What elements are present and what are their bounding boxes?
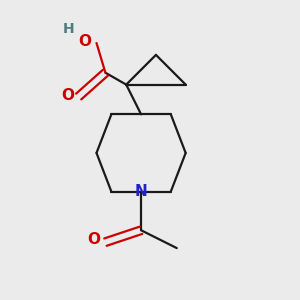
Text: O: O xyxy=(79,34,92,49)
Text: O: O xyxy=(88,232,100,247)
Text: O: O xyxy=(61,88,74,103)
Text: N: N xyxy=(135,184,148,199)
Text: H: H xyxy=(62,22,74,36)
